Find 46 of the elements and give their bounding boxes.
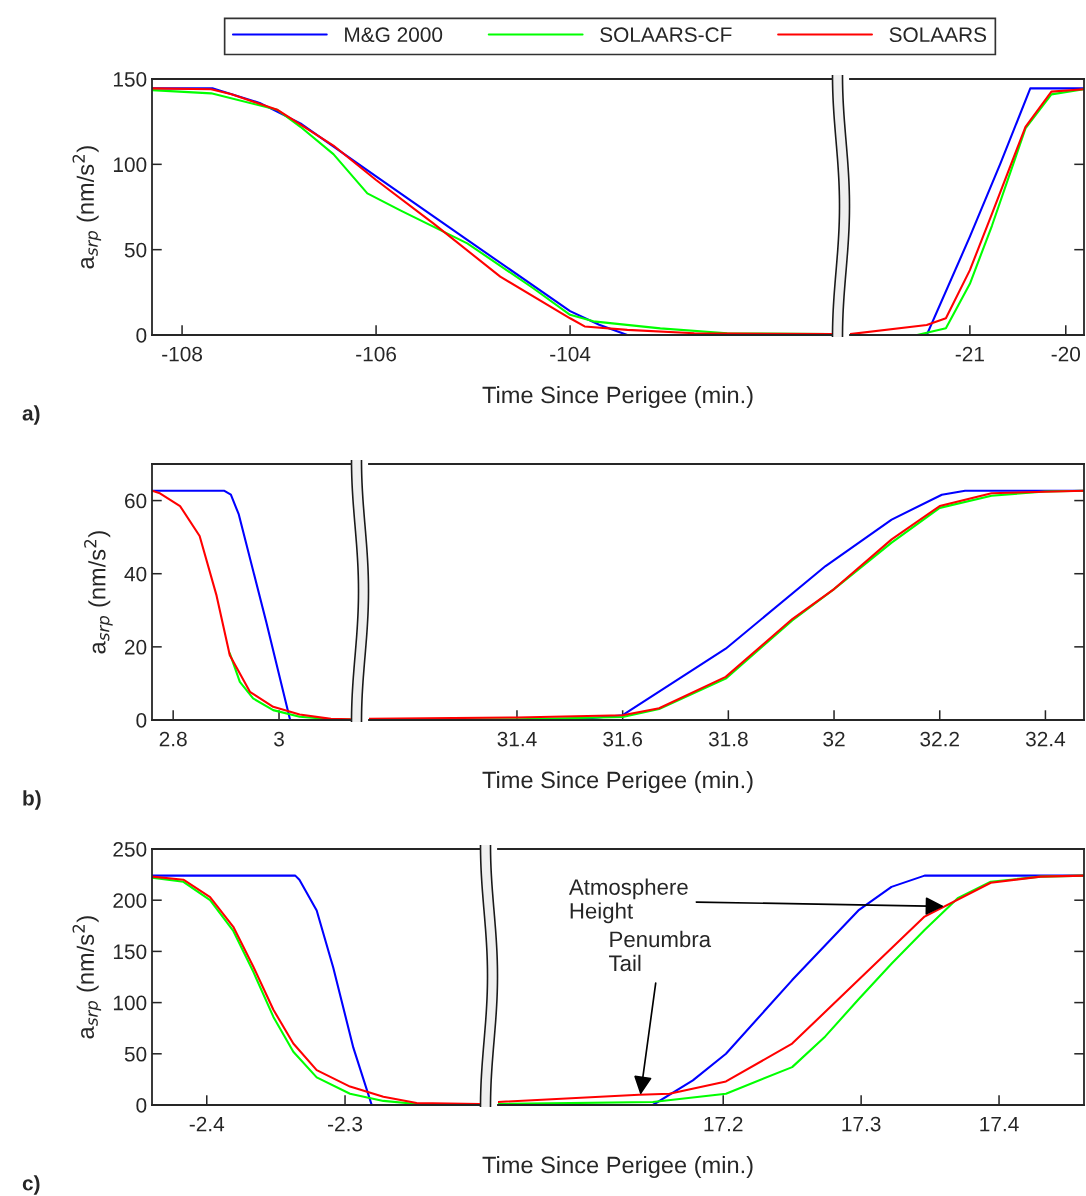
x-axis-title: Time Since Perigee (min.) [482, 770, 753, 794]
text: a) [22, 405, 40, 425]
y-axis-title: a$_{srp}$ (nm/s$^{2}$) [72, 146, 102, 269]
x-tick-label: 31.8 [708, 731, 748, 747]
legend-label: SOLAARS-CF [600, 27, 732, 43]
y-tick-label: 200 [113, 893, 147, 908]
y-tick-label: 50 [124, 1046, 147, 1062]
y-tick-label: 150 [113, 944, 147, 960]
x-axis-title: Time Since Perigee (min.) [482, 385, 753, 408]
x-tick-label: 31.4 [497, 731, 537, 747]
x-tick-label: 32.4 [1025, 731, 1066, 747]
x-tick-label: -104 [550, 346, 591, 362]
y-tick-label: 40 [124, 566, 147, 582]
x-axis-title: Time Since Perigee (min.) [482, 1155, 753, 1179]
legend-label: M&G 2000 [345, 27, 443, 43]
annotation: Penumbra Tail [609, 930, 712, 972]
y-tick-label: 0 [136, 328, 147, 343]
y-axis-title: a$_{srp}$ (nm/s$^{2}$) [72, 916, 102, 1039]
x-tick-label: 2.8 [159, 731, 187, 747]
y-tick-label: 50 [124, 242, 147, 258]
x-tick-label: 31.6 [603, 731, 643, 747]
y-tick-label: 100 [113, 157, 147, 173]
x-tick-label: -106 [356, 346, 397, 362]
x-tick-label: 3 [274, 731, 284, 747]
y-tick-label: 60 [125, 493, 147, 509]
y-tick-label: 20 [125, 639, 147, 655]
y-tick-label: 100 [113, 995, 147, 1011]
x-tick-label: -20 [1051, 346, 1081, 362]
x-tick-label: 17.4 [980, 1116, 1019, 1132]
x-tick-label: -2.3 [328, 1116, 363, 1132]
x-tick-label: 17.3 [842, 1116, 881, 1132]
x-tick-label: 32 [823, 731, 845, 747]
x-tick-label: -108 [162, 346, 203, 362]
y-tick-label: 0 [136, 1098, 147, 1113]
y-tick-label: 250 [113, 842, 147, 857]
x-tick-label: 32.2 [920, 731, 959, 747]
x-tick-label: 17.2 [704, 1116, 743, 1132]
text: c) [22, 1175, 40, 1195]
y-axis-title: a$_{srp}$ (nm/s$^{2}$) [84, 531, 113, 654]
legend-label: SOLAARS [889, 27, 987, 43]
x-tick-label: -21 [955, 346, 984, 362]
y-tick-label: 150 [113, 72, 147, 87]
annotation: Atmosphere Height [568, 878, 688, 924]
x-tick-label: -2.4 [189, 1116, 225, 1132]
text: b) [23, 790, 41, 810]
y-tick-label: 0 [136, 713, 147, 728]
